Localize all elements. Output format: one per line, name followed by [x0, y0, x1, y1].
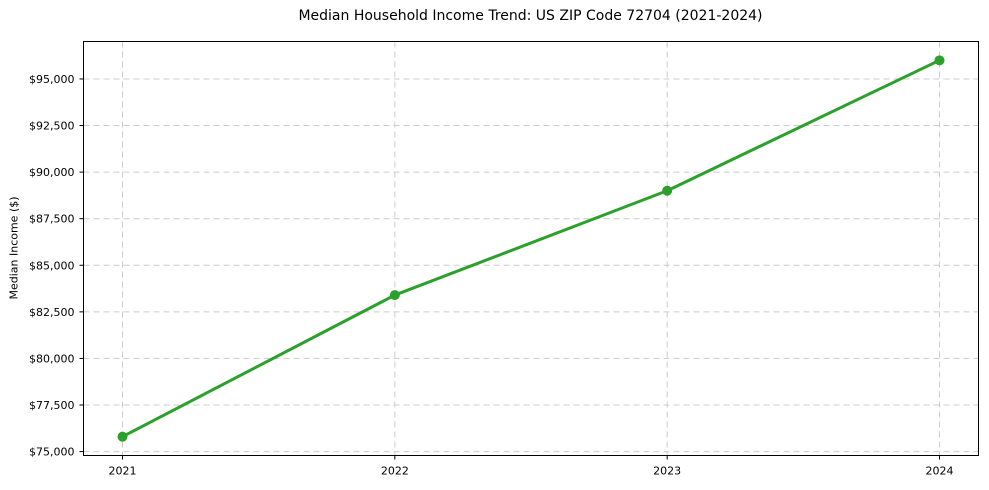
x-tick-label-2021: 2021	[109, 465, 137, 478]
y-tick-label-87500: $87,500	[29, 213, 75, 226]
y-tick-label-95000: $95,000	[29, 73, 75, 86]
data-point-2022	[389, 290, 400, 301]
y-tick-label-82500: $82,500	[29, 306, 75, 319]
y-tick-label-75000: $75,000	[29, 446, 75, 459]
data-point-2024	[934, 55, 945, 66]
y-tick-label-80000: $80,000	[29, 352, 75, 365]
y-tick-label-90000: $90,000	[29, 166, 75, 179]
chart-title: Median Household Income Trend: US ZIP Co…	[298, 8, 763, 24]
x-tick-label-2023: 2023	[653, 465, 681, 478]
x-tick-label-2024: 2024	[926, 465, 954, 478]
y-tick-label-77500: $77,500	[29, 399, 75, 412]
y-tick-label-92500: $92,500	[29, 120, 75, 133]
plot-border	[83, 41, 979, 456]
data-point-2021	[117, 431, 128, 442]
income-trend-line	[121, 58, 941, 439]
y-tick-label-85000: $85,000	[29, 259, 75, 272]
x-tick-label-2022: 2022	[381, 465, 409, 478]
data-point-2023	[662, 185, 673, 196]
